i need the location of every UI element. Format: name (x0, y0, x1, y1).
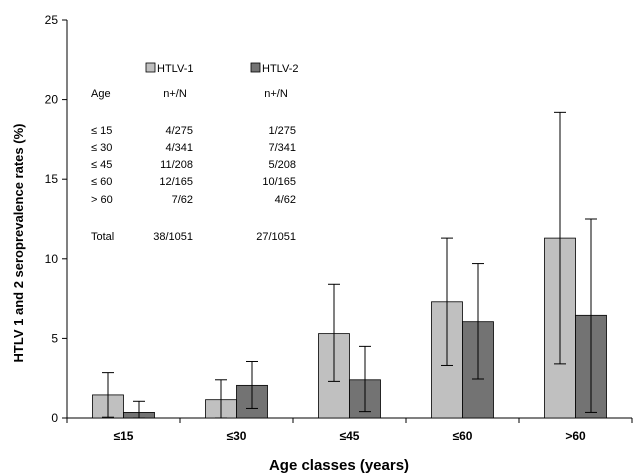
inset-htlv2: 1/275 (268, 125, 296, 137)
inset-header: n+/N (264, 88, 288, 100)
inset-header: n+/N (163, 88, 187, 100)
inset-htlv1: 4/341 (165, 142, 193, 154)
x-tick-label: ≤45 (340, 429, 360, 443)
inset-age: ≤ 60 (91, 176, 112, 188)
inset-htlv1: 7/62 (172, 194, 193, 206)
y-tick-label: 25 (45, 13, 59, 27)
inset-table: Age n+/N n+/N ≤ 15 4/275 1/275 ≤ 30 4/341 7/341 ≤… (91, 88, 296, 243)
bars (92, 237, 607, 419)
y-tick-label: 5 (51, 331, 58, 345)
inset-total-htlv1: 38/1051 (153, 231, 193, 243)
inset-htlv1: 11/208 (160, 159, 193, 171)
error-bars (102, 111, 597, 419)
inset-age: ≤ 30 (91, 142, 112, 154)
x-axis-title: Age classes (years) (269, 457, 409, 474)
inset-age: ≤ 15 (91, 125, 112, 137)
inset-htlv2: 5/208 (268, 159, 296, 171)
x-tick-label: >60 (565, 429, 586, 443)
legend-label: HTLV-2 (262, 63, 298, 75)
inset-age: > 60 (91, 194, 113, 206)
legend-label: HTLV-1 (157, 63, 193, 75)
legend-swatch (250, 62, 261, 73)
y-tick-label: 20 (45, 93, 59, 107)
y-tick-label: 15 (45, 172, 59, 186)
inset-total-htlv2: 27/1051 (256, 231, 296, 243)
inset-htlv2: 10/165 (262, 176, 296, 188)
x-tick-label: ≤30 (227, 429, 247, 443)
inset-htlv2: 4/62 (275, 194, 296, 206)
x-tick-label: ≤15 (114, 429, 134, 443)
y-axis-title: HTLV 1 and 2 seroprevalence rates (%) (11, 124, 26, 363)
x-tick-label: ≤60 (453, 429, 473, 443)
inset-header: Age (91, 88, 111, 100)
inset-htlv2: 7/341 (268, 142, 296, 154)
axes: 0 5 10 15 20 25 ≤15 ≤30 ≤45 ≤60 >60 (45, 13, 633, 443)
inset-total-label: Total (91, 231, 114, 243)
y-tick-label: 10 (45, 252, 59, 266)
legend-swatch (145, 62, 156, 73)
inset-age: ≤ 45 (91, 159, 112, 171)
inset-htlv1: 4/275 (165, 125, 193, 137)
legend: HTLV-1 HTLV-2 (145, 62, 298, 75)
y-tick-label: 0 (51, 411, 58, 425)
inset-htlv1: 12/165 (159, 176, 193, 188)
